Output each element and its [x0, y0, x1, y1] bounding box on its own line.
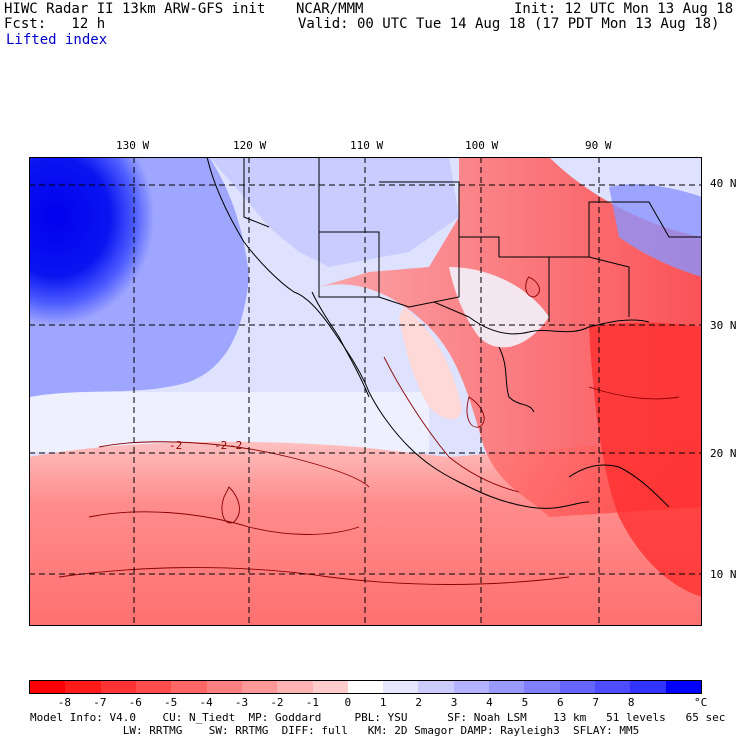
mexico-plateau: [399, 307, 462, 420]
lifted-index-map: -2 -2 -2: [29, 157, 702, 626]
colorbar-segment: [665, 681, 701, 693]
colorbar-segment: [312, 681, 348, 693]
contours: [58, 276, 680, 585]
colorbar-segment: [453, 681, 490, 693]
colorbar-tick-label: -3: [234, 696, 249, 709]
model-info-line-2: LW: RRTMG SW: RRTMG DIFF: full KM: 2D Sm…: [30, 724, 640, 737]
colorbar-segment: [630, 681, 666, 693]
colorbar-tick-label: 3: [450, 696, 458, 709]
colorbar-unit: °C: [694, 696, 708, 709]
pacific-stable-region: [29, 157, 249, 397]
lat-label-40n: 40 N: [710, 177, 737, 190]
colorbar-segment: [418, 681, 454, 693]
lat-label-30n: 30 N: [710, 319, 737, 332]
colorbar-segment: [100, 681, 136, 693]
lon-label-120w: 120 W: [233, 139, 267, 152]
colorbar-tick-label: -4: [199, 696, 213, 709]
colorbar-tick-label: 0: [344, 696, 352, 709]
organization-label: NCAR/MMM: [296, 1, 364, 17]
contour-label: -2: [229, 439, 242, 452]
political-borders: [243, 157, 702, 322]
colorbar-segment: [559, 681, 595, 693]
forecast-hour: Fcst: 12 h: [4, 16, 106, 32]
colorbar-segment: [171, 681, 207, 693]
colorbar-tick-label: -1: [305, 696, 319, 709]
model-title: HIWC Radar II 13km ARW-GFS init: [4, 1, 266, 17]
init-time: Init: 12 UTC Mon 13 Aug 18: [514, 1, 734, 17]
colorbar-tick-label: 2: [415, 696, 422, 709]
colorbar-segment: [135, 681, 172, 693]
contour-label: -2: [214, 439, 227, 452]
colorbar-segment: [524, 681, 560, 693]
colorbar-tick-label: 7: [592, 696, 600, 709]
colorbar-tick-label: -8: [57, 696, 72, 709]
colorbar-segment: [489, 681, 525, 693]
colorbar-segment: [30, 681, 66, 693]
colorbar-tick-label: 8: [627, 696, 635, 709]
lat-label-20n: 20 N: [710, 447, 737, 460]
valid-time: Valid: 00 UTC Tue 14 Aug 18 (17 PDT Mon …: [298, 16, 720, 32]
colorbar: [29, 680, 702, 694]
graticule: [29, 157, 702, 626]
colorbar-tick-label: 4: [486, 696, 493, 709]
colorbar-segment: [347, 681, 384, 693]
colorbar-segment: [241, 681, 278, 693]
colorbar-tick-label: -7: [93, 696, 107, 709]
lon-label-90w: 90 W: [585, 139, 612, 152]
colorbar-tick-label: 1: [379, 696, 387, 709]
colorbar-tick-label: -5: [164, 696, 178, 709]
model-info-line-1: Model Info: V4.0 CU: N_Tiedt MP: Goddard…: [30, 711, 726, 724]
lon-label-100w: 100 W: [465, 139, 499, 152]
colorbar-segment: [595, 681, 631, 693]
colorbar-segment: [277, 681, 313, 693]
contour-label: -2: [169, 439, 182, 452]
colorbar-segment: [206, 681, 242, 693]
lat-label-10n: 10 N: [710, 568, 737, 581]
coastlines: [206, 157, 670, 509]
colorbar-tick-label: 6: [557, 696, 564, 709]
colorbar-tick-label: -2: [270, 696, 284, 709]
map-frame: [29, 157, 702, 626]
texas-region: [449, 267, 549, 348]
colorbar-segment: [383, 681, 419, 693]
gulf-deep-red: [589, 322, 702, 597]
colorbar-tick-label: 5: [521, 696, 529, 709]
northeast-stable-region: [609, 184, 702, 277]
lon-label-130w: 130 W: [116, 139, 150, 152]
lon-label-110w: 110 W: [350, 139, 384, 152]
colorbar-tick-label: -6: [128, 696, 142, 709]
colorbar-segment: [65, 681, 101, 693]
field-name: Lifted index: [6, 32, 108, 48]
